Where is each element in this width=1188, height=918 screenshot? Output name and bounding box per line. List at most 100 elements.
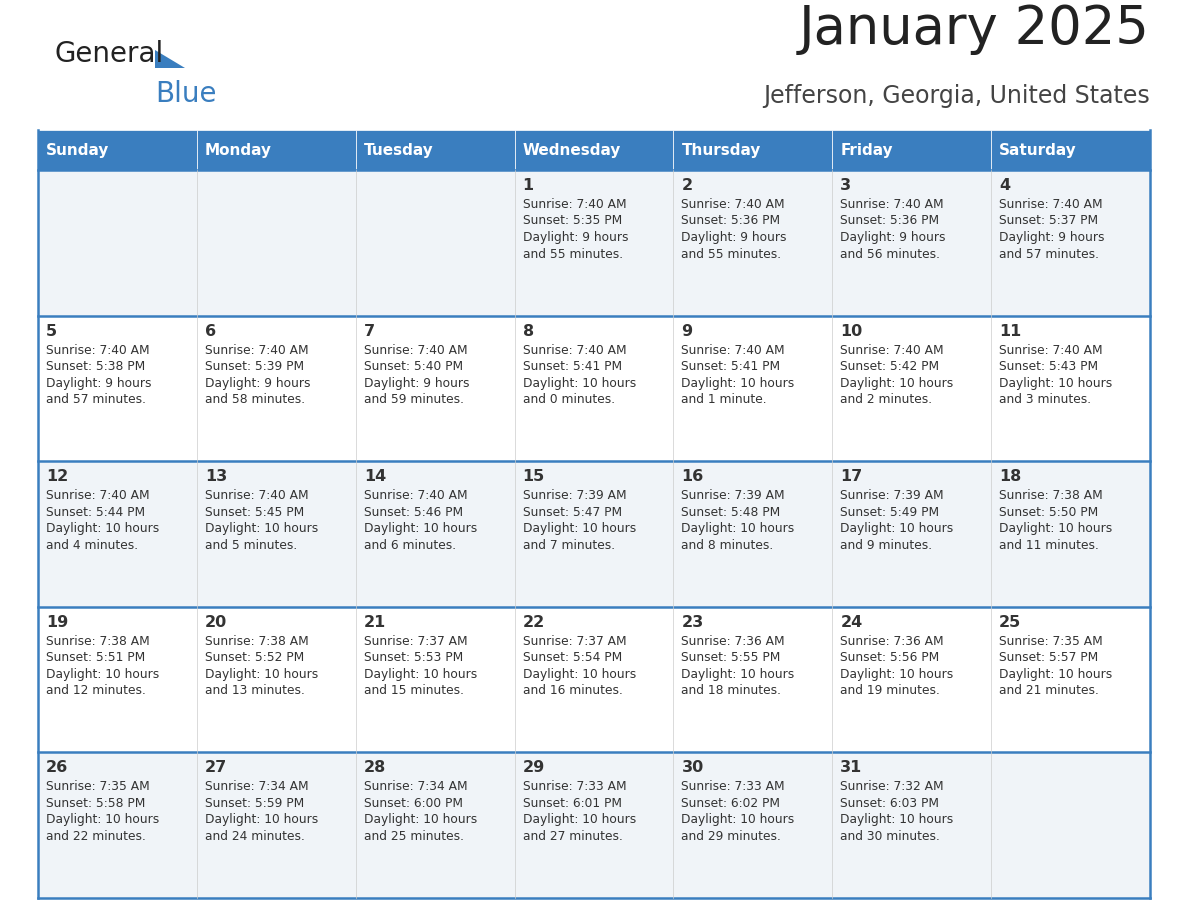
Text: Sunset: 5:41 PM: Sunset: 5:41 PM bbox=[682, 360, 781, 373]
Text: Sunrise: 7:38 AM: Sunrise: 7:38 AM bbox=[999, 489, 1102, 502]
Text: and 25 minutes.: and 25 minutes. bbox=[364, 830, 463, 843]
Text: Thursday: Thursday bbox=[682, 142, 760, 158]
Text: Sunset: 5:45 PM: Sunset: 5:45 PM bbox=[204, 506, 304, 519]
Text: Sunrise: 7:38 AM: Sunrise: 7:38 AM bbox=[46, 635, 150, 648]
Text: 14: 14 bbox=[364, 469, 386, 484]
Text: 18: 18 bbox=[999, 469, 1022, 484]
Text: 23: 23 bbox=[682, 615, 703, 630]
Text: Sunset: 5:51 PM: Sunset: 5:51 PM bbox=[46, 651, 145, 665]
Text: 10: 10 bbox=[840, 324, 862, 339]
Text: and 57 minutes.: and 57 minutes. bbox=[46, 393, 146, 406]
Text: and 59 minutes.: and 59 minutes. bbox=[364, 393, 463, 406]
Text: 15: 15 bbox=[523, 469, 545, 484]
Text: Sunrise: 7:40 AM: Sunrise: 7:40 AM bbox=[682, 343, 785, 356]
Text: and 8 minutes.: and 8 minutes. bbox=[682, 539, 773, 552]
Text: Sunset: 5:35 PM: Sunset: 5:35 PM bbox=[523, 215, 621, 228]
Text: Sunrise: 7:40 AM: Sunrise: 7:40 AM bbox=[204, 489, 309, 502]
Text: Daylight: 10 hours: Daylight: 10 hours bbox=[682, 813, 795, 826]
Text: Sunrise: 7:40 AM: Sunrise: 7:40 AM bbox=[523, 343, 626, 356]
Text: and 18 minutes.: and 18 minutes. bbox=[682, 684, 782, 698]
Text: 2: 2 bbox=[682, 178, 693, 193]
Text: Sunset: 5:54 PM: Sunset: 5:54 PM bbox=[523, 651, 621, 665]
Text: Daylight: 10 hours: Daylight: 10 hours bbox=[999, 522, 1112, 535]
Bar bbox=[991, 130, 1150, 170]
Text: Sunset: 6:03 PM: Sunset: 6:03 PM bbox=[840, 797, 940, 810]
Text: Sunset: 6:02 PM: Sunset: 6:02 PM bbox=[682, 797, 781, 810]
Text: Daylight: 10 hours: Daylight: 10 hours bbox=[682, 376, 795, 389]
Text: Daylight: 10 hours: Daylight: 10 hours bbox=[523, 667, 636, 681]
Text: 3: 3 bbox=[840, 178, 852, 193]
Text: and 22 minutes.: and 22 minutes. bbox=[46, 830, 146, 843]
Text: Saturday: Saturday bbox=[999, 142, 1076, 158]
Bar bbox=[197, 130, 355, 170]
Text: 6: 6 bbox=[204, 324, 216, 339]
Text: Sunset: 6:00 PM: Sunset: 6:00 PM bbox=[364, 797, 462, 810]
Text: Daylight: 9 hours: Daylight: 9 hours bbox=[46, 376, 152, 389]
Text: Sunrise: 7:35 AM: Sunrise: 7:35 AM bbox=[46, 780, 150, 793]
Text: Daylight: 9 hours: Daylight: 9 hours bbox=[523, 231, 628, 244]
Text: 13: 13 bbox=[204, 469, 227, 484]
Text: Sunrise: 7:33 AM: Sunrise: 7:33 AM bbox=[523, 780, 626, 793]
Text: Daylight: 9 hours: Daylight: 9 hours bbox=[840, 231, 946, 244]
Bar bbox=[38, 130, 197, 170]
Text: and 58 minutes.: and 58 minutes. bbox=[204, 393, 305, 406]
Text: and 0 minutes.: and 0 minutes. bbox=[523, 393, 614, 406]
Text: Sunrise: 7:37 AM: Sunrise: 7:37 AM bbox=[523, 635, 626, 648]
Bar bbox=[38, 461, 1150, 607]
Text: and 27 minutes.: and 27 minutes. bbox=[523, 830, 623, 843]
Text: 26: 26 bbox=[46, 760, 68, 776]
Text: and 19 minutes.: and 19 minutes. bbox=[840, 684, 940, 698]
Text: 24: 24 bbox=[840, 615, 862, 630]
Bar bbox=[514, 130, 674, 170]
Text: and 2 minutes.: and 2 minutes. bbox=[840, 393, 933, 406]
Text: Sunrise: 7:32 AM: Sunrise: 7:32 AM bbox=[840, 780, 944, 793]
Text: General: General bbox=[55, 40, 164, 68]
Text: Daylight: 10 hours: Daylight: 10 hours bbox=[999, 376, 1112, 389]
Text: Sunrise: 7:34 AM: Sunrise: 7:34 AM bbox=[204, 780, 309, 793]
Text: Daylight: 10 hours: Daylight: 10 hours bbox=[364, 522, 476, 535]
Text: 20: 20 bbox=[204, 615, 227, 630]
Text: and 30 minutes.: and 30 minutes. bbox=[840, 830, 940, 843]
Text: Wednesday: Wednesday bbox=[523, 142, 621, 158]
Text: Sunset: 6:01 PM: Sunset: 6:01 PM bbox=[523, 797, 621, 810]
Text: Sunday: Sunday bbox=[46, 142, 109, 158]
Text: 7: 7 bbox=[364, 324, 375, 339]
Text: Daylight: 10 hours: Daylight: 10 hours bbox=[523, 376, 636, 389]
Text: Daylight: 10 hours: Daylight: 10 hours bbox=[46, 813, 159, 826]
Text: Sunset: 5:58 PM: Sunset: 5:58 PM bbox=[46, 797, 145, 810]
Text: Daylight: 10 hours: Daylight: 10 hours bbox=[840, 667, 954, 681]
Text: and 3 minutes.: and 3 minutes. bbox=[999, 393, 1092, 406]
Text: and 11 minutes.: and 11 minutes. bbox=[999, 539, 1099, 552]
Text: Tuesday: Tuesday bbox=[364, 142, 434, 158]
Text: Daylight: 10 hours: Daylight: 10 hours bbox=[999, 667, 1112, 681]
Text: Sunset: 5:43 PM: Sunset: 5:43 PM bbox=[999, 360, 1098, 373]
Text: Daylight: 10 hours: Daylight: 10 hours bbox=[682, 667, 795, 681]
Text: and 24 minutes.: and 24 minutes. bbox=[204, 830, 305, 843]
Text: Sunset: 5:49 PM: Sunset: 5:49 PM bbox=[840, 506, 940, 519]
Text: Sunrise: 7:33 AM: Sunrise: 7:33 AM bbox=[682, 780, 785, 793]
Text: Daylight: 10 hours: Daylight: 10 hours bbox=[523, 522, 636, 535]
Text: Sunrise: 7:40 AM: Sunrise: 7:40 AM bbox=[46, 343, 150, 356]
Text: 9: 9 bbox=[682, 324, 693, 339]
Bar bbox=[38, 316, 1150, 461]
Text: 28: 28 bbox=[364, 760, 386, 776]
Text: Sunset: 5:40 PM: Sunset: 5:40 PM bbox=[364, 360, 463, 373]
Text: 5: 5 bbox=[46, 324, 57, 339]
Text: Sunset: 5:44 PM: Sunset: 5:44 PM bbox=[46, 506, 145, 519]
Text: Daylight: 9 hours: Daylight: 9 hours bbox=[364, 376, 469, 389]
Text: Sunrise: 7:39 AM: Sunrise: 7:39 AM bbox=[523, 489, 626, 502]
Text: and 15 minutes.: and 15 minutes. bbox=[364, 684, 463, 698]
Text: Sunset: 5:39 PM: Sunset: 5:39 PM bbox=[204, 360, 304, 373]
Text: Daylight: 10 hours: Daylight: 10 hours bbox=[840, 522, 954, 535]
Text: Sunset: 5:59 PM: Sunset: 5:59 PM bbox=[204, 797, 304, 810]
Text: Sunrise: 7:38 AM: Sunrise: 7:38 AM bbox=[204, 635, 309, 648]
Text: Daylight: 10 hours: Daylight: 10 hours bbox=[682, 522, 795, 535]
Text: Jefferson, Georgia, United States: Jefferson, Georgia, United States bbox=[763, 84, 1150, 108]
Text: Sunrise: 7:40 AM: Sunrise: 7:40 AM bbox=[840, 198, 944, 211]
Text: Sunrise: 7:40 AM: Sunrise: 7:40 AM bbox=[999, 343, 1102, 356]
Bar bbox=[833, 130, 991, 170]
Text: Daylight: 9 hours: Daylight: 9 hours bbox=[999, 231, 1105, 244]
Text: Monday: Monday bbox=[204, 142, 272, 158]
Text: Sunrise: 7:36 AM: Sunrise: 7:36 AM bbox=[682, 635, 785, 648]
Text: 17: 17 bbox=[840, 469, 862, 484]
